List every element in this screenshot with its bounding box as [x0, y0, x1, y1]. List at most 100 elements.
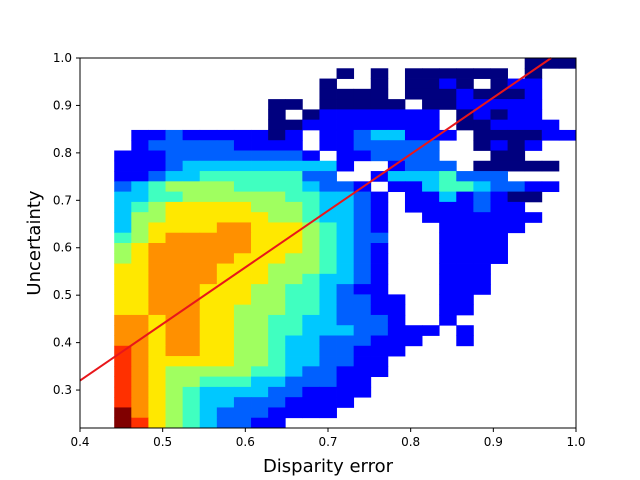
heatmap-cell [422, 129, 440, 141]
heatmap-cell [456, 335, 474, 347]
heatmap-cell [182, 253, 201, 264]
y-axis-ticks: 0.3 0.4 0.5 0.6 0.7 0.8 0.9 1.0 [53, 51, 80, 397]
heatmap-cell [319, 335, 337, 347]
heatmap-cell [131, 191, 149, 203]
heatmap-cell [404, 88, 423, 100]
heatmap-cell [541, 181, 560, 193]
heatmap-cell [353, 356, 372, 367]
heatmap-cell [319, 407, 337, 419]
heatmap-cell [473, 191, 491, 203]
heatmap-cell [439, 191, 457, 203]
heatmap-cell [473, 88, 491, 100]
heatmap-cell [131, 222, 149, 234]
heatmap-cell [370, 99, 389, 110]
heatmap-cell [251, 140, 269, 151]
x-tick-label: 0.7 [318, 435, 337, 449]
heatmap-cell [233, 181, 252, 193]
heatmap-cell [182, 212, 201, 223]
heatmap-cell [114, 253, 132, 264]
heatmap-cell [507, 119, 526, 131]
heatmap-cell [251, 222, 269, 234]
heatmap-cell [216, 243, 235, 254]
heatmap-cell [319, 181, 337, 193]
heatmap-cell [233, 356, 252, 367]
heatmap-cell [473, 68, 491, 79]
heatmap-cell [507, 181, 526, 193]
heatmap-cell [251, 243, 269, 254]
heatmap-cell [353, 140, 372, 151]
heatmap-cell [216, 407, 235, 419]
heatmap-cell [302, 201, 320, 213]
heatmap-cell [422, 160, 440, 172]
heatmap-cell [473, 119, 491, 131]
heatmap-cell [319, 129, 337, 141]
heatmap-cell [285, 119, 303, 131]
heatmap-cell [182, 314, 201, 326]
heatmap-cell [148, 232, 166, 244]
heatmap-cell [370, 304, 389, 316]
heatmap-cell [319, 88, 337, 100]
heatmap-cell [148, 129, 166, 141]
heatmap-cell [251, 356, 269, 367]
heatmap-cell [302, 304, 320, 316]
heatmap-cell [336, 150, 355, 162]
heatmap-cell [199, 222, 218, 234]
heatmap-cell [148, 253, 166, 264]
heatmap-cell [233, 314, 252, 326]
heatmap-cell [165, 376, 184, 388]
heatmap-cell [319, 140, 337, 151]
heatmap-cell [404, 68, 423, 79]
heatmap-cell [422, 171, 440, 182]
heatmap-cell [524, 68, 543, 79]
heatmap-cell [114, 284, 132, 295]
heatmap-cell [439, 294, 457, 306]
heatmap-cell [336, 376, 355, 388]
heatmap-cell [456, 253, 474, 264]
heatmap-cell [251, 366, 269, 378]
heatmap-cell [199, 304, 218, 316]
heatmap-cell [370, 88, 389, 100]
heatmap-cell [251, 304, 269, 316]
heatmap-cell [353, 212, 372, 223]
y-tick-label: 0.7 [53, 193, 72, 207]
heatmap-cell [353, 243, 372, 254]
heatmap-cell [182, 160, 201, 172]
heatmap-cell [199, 356, 218, 367]
heatmap-cell [251, 191, 269, 203]
heatmap-cell [148, 181, 166, 193]
heatmap-cell [490, 201, 508, 213]
heatmap-cell [473, 201, 491, 213]
heatmap-cell [285, 366, 303, 378]
heatmap-cell [199, 140, 218, 151]
heatmap-cell [148, 243, 166, 254]
heatmap-cell [285, 397, 303, 408]
heatmap-cell [336, 397, 355, 408]
heatmap-cell [251, 232, 269, 244]
heatmap-cell [251, 129, 269, 141]
heatmap-cell [268, 243, 286, 254]
heatmap-cell [404, 150, 423, 162]
heatmap-cell [439, 222, 457, 234]
heatmap-cell [370, 201, 389, 213]
heatmap-cell [216, 191, 235, 203]
heatmap-cell [439, 263, 457, 275]
heatmap-cell [268, 366, 286, 378]
heatmap-cell [439, 273, 457, 285]
heatmap-cell [336, 109, 355, 121]
heatmap-cell [131, 386, 149, 398]
heatmap-cell [285, 99, 303, 110]
heatmap-cell [199, 407, 218, 419]
heatmap-cell [370, 191, 389, 203]
heatmap-cell [216, 263, 235, 275]
heatmap-cell [422, 99, 440, 110]
heatmap-cell [336, 129, 355, 141]
heatmap-cell [268, 253, 286, 264]
heatmap-cell [233, 129, 252, 141]
heatmap-cell [319, 386, 337, 398]
heatmap-cell [370, 284, 389, 295]
heatmap-cell [251, 171, 269, 182]
heatmap-cell [302, 325, 320, 336]
heatmap-cell [148, 212, 166, 223]
heatmap-cell [182, 129, 201, 141]
heatmap-cell [473, 232, 491, 244]
